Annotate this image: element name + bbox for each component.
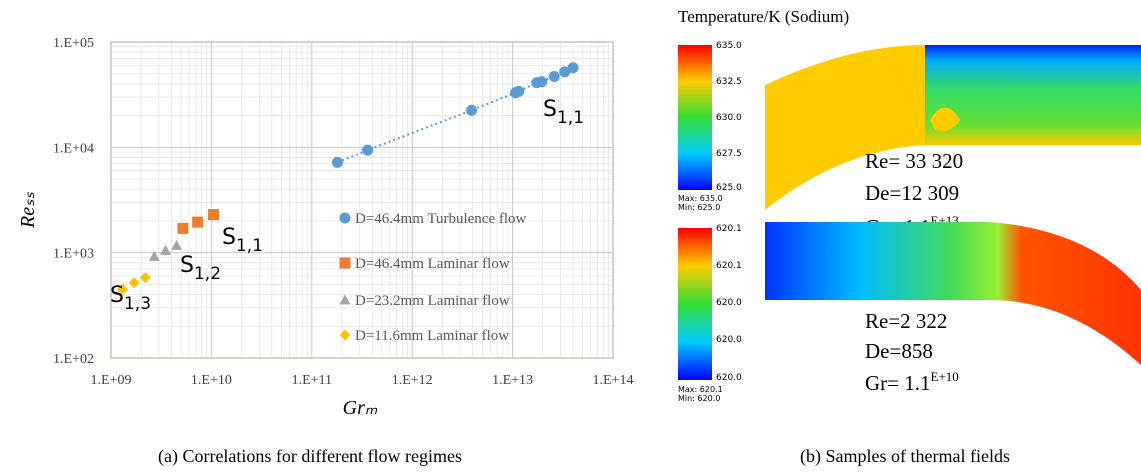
annotation-subscript: 1,1: [557, 108, 584, 128]
data-point: [466, 104, 478, 116]
annotation: S1,1: [222, 225, 263, 256]
x-tick-label: 1.E+09: [91, 373, 132, 388]
data-point: [362, 144, 374, 156]
legend-label: D=46.4mm Turbulence flow: [355, 211, 527, 227]
data-point: [148, 250, 160, 261]
legend-marker: [339, 329, 351, 341]
y-tick-label: 1.E+02: [53, 352, 94, 367]
caption: (b) Samples of thermal fields: [800, 446, 1010, 467]
pipe: [765, 222, 1141, 365]
colorbar: [678, 228, 712, 380]
scale-label: 620.0: [716, 373, 742, 383]
legend-label: D=46.4mm Laminar flow: [355, 256, 510, 272]
y-axis-label: Reₛₛ: [17, 191, 39, 229]
data-point: [559, 66, 571, 78]
y-tick-label: 1.E+04: [53, 141, 94, 156]
re-label: Re= 33 320: [865, 149, 963, 173]
annotation: S1,1: [543, 97, 584, 128]
scale-label: 630.0: [716, 113, 742, 123]
pipe-bend: [765, 45, 925, 210]
de-label: De=858: [865, 339, 933, 363]
x-tick-label: 1.E+10: [191, 373, 232, 388]
scale-label: 635.0: [716, 41, 742, 51]
chart: Grₘ Reₛₛ 1.E+09 1.E+10 1.E+11 1.E+12 1.E+13 1…: [17, 36, 633, 419]
gr-exponent: E+10: [931, 369, 959, 384]
scale-label: 620.0: [716, 298, 742, 308]
data-point: [536, 76, 548, 88]
scale-label: 625.0: [716, 183, 742, 193]
annotation-subscript: 1,1: [236, 236, 263, 256]
annotation-subscript: 1,2: [194, 264, 221, 284]
scale-label: 620.1: [716, 224, 742, 234]
data-point: [171, 239, 183, 250]
scale-label: 627.5: [716, 149, 742, 159]
x-tick-label: 1.E+11: [292, 373, 332, 388]
data-point: [160, 244, 172, 255]
data-point: [548, 71, 560, 83]
gr-value: Gr= 1.1: [865, 371, 931, 395]
caption: (a) Correlations for different flow regi…: [158, 446, 462, 467]
y-tick-label: 1.E+05: [53, 36, 94, 51]
min-label: Min: 620.0: [678, 394, 720, 403]
re-label: Re=2 322: [865, 309, 947, 333]
annotation-text: S: [222, 225, 236, 250]
x-tick-label: 1.E+12: [392, 373, 433, 388]
scale-label: 620.1: [716, 261, 742, 271]
gr-label: Gr= 1.1E+10: [865, 369, 959, 395]
x-tick-label: 1.E+14: [593, 373, 634, 388]
panel-title: Temperature/K (Sodium): [678, 7, 849, 26]
annotation-text: S: [110, 283, 124, 308]
annotation-text: S: [543, 97, 557, 122]
legend-label: D=11.6mm Laminar flow: [355, 328, 509, 344]
annotation: S1,2: [180, 253, 221, 284]
pipe-straight: [925, 45, 1141, 145]
legend-label: D=23.2mm Laminar flow: [355, 293, 510, 309]
legend-marker: [339, 212, 351, 224]
de-label: De=12 309: [865, 181, 959, 205]
annotation: S1,3: [110, 283, 151, 314]
x-axis-label: Grₘ: [343, 397, 378, 419]
data-point: [116, 283, 128, 295]
annotation-text: S: [180, 253, 194, 278]
colorbar: [678, 45, 712, 190]
max-label: Max: 620.1: [678, 385, 723, 394]
scale-label: 620.0: [716, 335, 742, 345]
scale-label: 632.5: [716, 77, 742, 87]
legend-marker: [339, 257, 351, 269]
thermal-panel: Temperature/K (Sodium) 635.0 632.5 630.0…: [678, 7, 1141, 403]
data-point: [208, 209, 220, 221]
min-label: Min: 625.0: [678, 203, 720, 212]
data-point: [128, 277, 140, 289]
data-point: [331, 156, 343, 168]
data-point: [513, 85, 525, 97]
max-label: Max: 635.0: [678, 194, 723, 203]
annotation-subscript: 1,3: [124, 294, 151, 314]
y-tick-label: 1.E+03: [53, 247, 94, 262]
data-point: [567, 62, 579, 74]
data-point: [177, 222, 189, 234]
data-point: [139, 272, 151, 284]
data-point: [192, 216, 204, 228]
x-tick-label: 1.E+13: [492, 373, 533, 388]
plot-frame: [110, 41, 614, 359]
vortex: [930, 107, 960, 132]
legend-marker: [339, 294, 351, 305]
